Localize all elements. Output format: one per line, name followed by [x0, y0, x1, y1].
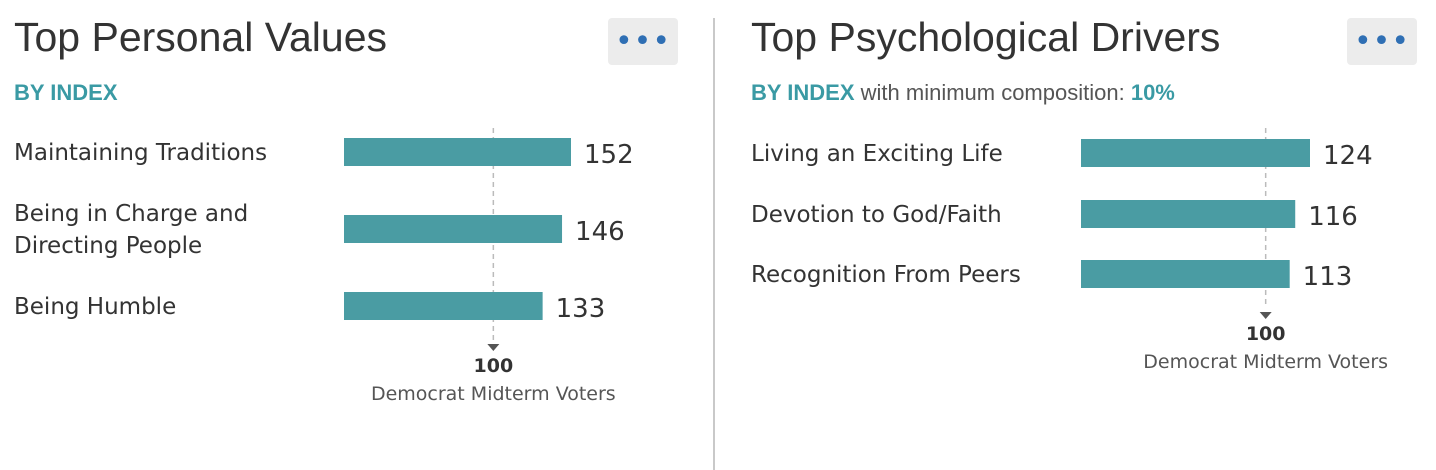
category-label: Living an Exciting Life	[751, 141, 1003, 167]
reference-tick-icon	[1259, 312, 1272, 319]
panel-top-psychological-drivers: Top Psychological Drivers ••• BY INDEX w…	[716, 0, 1436, 470]
panel-subtitle: BY INDEX with minimum composition: 10%	[751, 80, 1175, 106]
reference-tick-icon	[487, 344, 500, 351]
panel-subtitle: BY INDEX	[14, 80, 118, 106]
reference-label: Democrat Midterm Voters	[371, 383, 616, 405]
reference-tick-label: 100	[474, 355, 514, 377]
more-options-button[interactable]: •••	[608, 18, 678, 65]
subtitle-by-index: BY INDEX	[14, 80, 118, 105]
panel-title: Top Personal Values	[14, 14, 388, 60]
category-label: Directing People	[14, 233, 202, 259]
bar-value-label: 113	[1303, 262, 1353, 292]
bar[interactable]	[344, 138, 571, 166]
subtitle-value: 10%	[1130, 80, 1175, 105]
bar-value-label: 146	[575, 217, 625, 247]
bar[interactable]	[344, 215, 563, 243]
more-options-button[interactable]: •••	[1347, 18, 1417, 65]
bar[interactable]	[1081, 139, 1310, 167]
bar[interactable]	[344, 292, 543, 320]
bar-value-label: 124	[1323, 141, 1373, 171]
panel-top-personal-values: Top Personal Values ••• BY INDEX Maintai…	[0, 0, 712, 470]
index-bar-chart: Maintaining Traditions 152 Being in Charge…	[14, 128, 634, 405]
more-dots-icon: •••	[614, 23, 672, 59]
index-bar-chart: Living an Exciting Life 124 Devotion to Go…	[751, 128, 1388, 373]
category-label: Devotion to God/Faith	[751, 202, 1002, 228]
bar-value-label: 116	[1308, 202, 1358, 232]
category-label: Maintaining Traditions	[14, 140, 267, 166]
subtitle-by-index: BY INDEX	[751, 80, 855, 105]
bar-value-label: 152	[584, 140, 634, 170]
panel-title: Top Psychological Drivers	[751, 14, 1221, 60]
category-label: Recognition From Peers	[751, 262, 1021, 288]
subtitle-text: with minimum composition:	[854, 80, 1131, 105]
panel-divider	[713, 18, 715, 470]
reference-tick-label: 100	[1246, 323, 1286, 345]
bar[interactable]	[1081, 260, 1290, 288]
category-label: Being Humble	[14, 294, 176, 320]
reference-label: Democrat Midterm Voters	[1143, 351, 1388, 373]
bar[interactable]	[1081, 200, 1296, 228]
category-label: Being in Charge and	[14, 201, 248, 227]
more-dots-icon: •••	[1353, 23, 1411, 59]
bar-value-label: 133	[556, 294, 606, 324]
